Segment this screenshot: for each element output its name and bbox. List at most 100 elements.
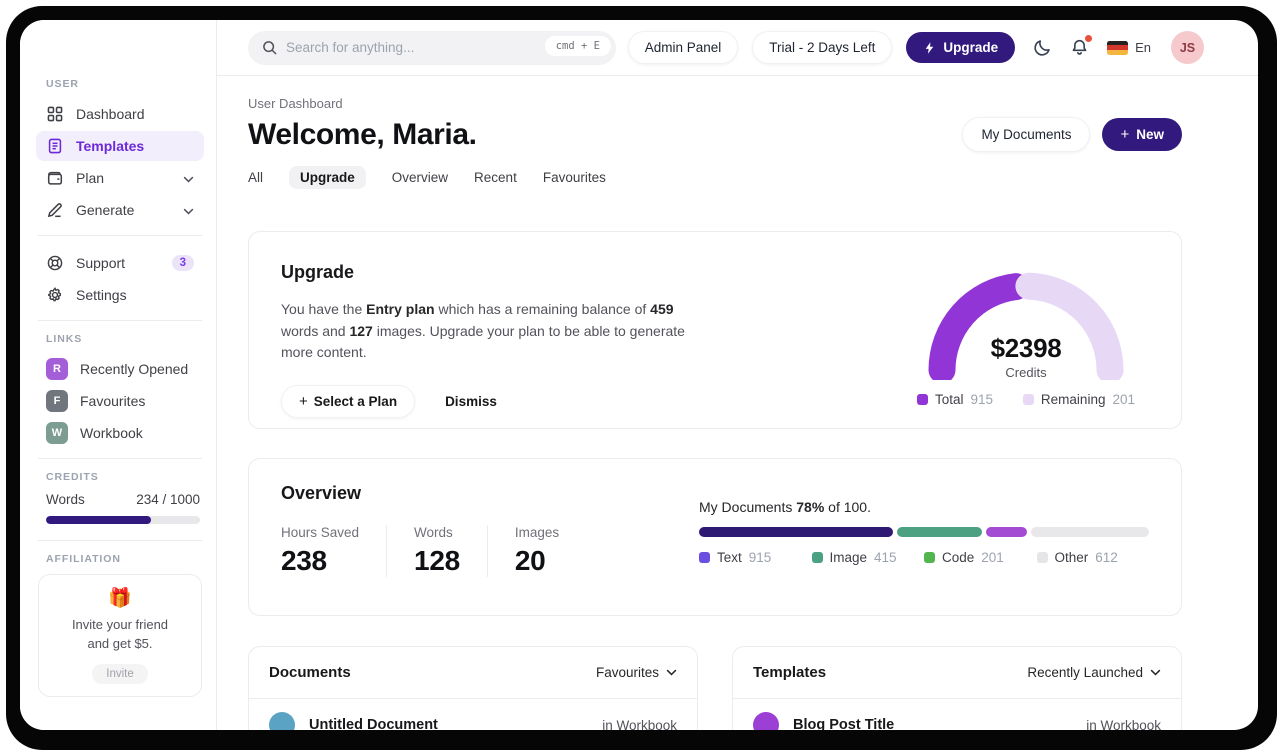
document-avatar [269, 712, 295, 730]
credits-gauge: $2398 Credits Total 915 Remaining [915, 262, 1137, 428]
tab-upgrade[interactable]: Upgrade [289, 166, 366, 189]
chevron-down-icon [183, 202, 194, 218]
words-balance: 459 [650, 301, 674, 317]
legend-item-total: Total 915 [917, 392, 993, 407]
legend-value: 201 [981, 550, 1004, 565]
sidebar-divider [38, 540, 202, 541]
app-window: USER Dashboard Templates Plan Generate S… [20, 20, 1258, 730]
credits-value: 234 / 1000 [136, 492, 200, 507]
plus-icon: + [1120, 126, 1130, 143]
sidebar-item-label: Dashboard [76, 106, 145, 122]
gear-icon [48, 287, 62, 302]
legend-label: Code [942, 550, 975, 565]
images-balance: 127 [349, 322, 373, 339]
gift-icon: 🎁 [108, 588, 132, 609]
plus-icon: + [299, 393, 308, 411]
template-row[interactable]: Blog Post Title in Workbook [733, 699, 1181, 730]
legend-value: 201 [1112, 392, 1135, 407]
select-plan-button[interactable]: + Select a Plan [281, 385, 416, 419]
main-area: cmd + E Admin Panel Trial - 2 Days Left … [217, 20, 1258, 730]
sidebar-item-label: Recently Opened [80, 361, 189, 377]
language-selector[interactable]: En [1107, 40, 1151, 55]
gauge-legend: Total 915 Remaining 201 [915, 392, 1137, 407]
body-text: words and [281, 322, 350, 339]
legend-value: 415 [874, 550, 897, 565]
lightning-icon [926, 41, 934, 54]
legend-label: Text [717, 550, 742, 565]
gauge-caption: Credits [1005, 365, 1047, 380]
topbar: cmd + E Admin Panel Trial - 2 Days Left … [217, 20, 1258, 76]
document-location: in Workbook [602, 717, 677, 731]
credits-progress-fill [46, 516, 151, 524]
legend-label: Image [829, 550, 868, 565]
sidebar-item-label: Templates [76, 138, 145, 154]
lifebuoy-icon [47, 255, 63, 271]
new-button-label: New [1136, 127, 1164, 142]
credits-section-label: CREDITS [46, 471, 99, 483]
progress-text: My Documents [699, 499, 797, 515]
progress-title: My Documents 78% of 100. [699, 499, 1149, 515]
affiliation-section-label: AFFILIATION [46, 553, 121, 565]
link-initial-badge: W [46, 422, 68, 444]
tab-overview[interactable]: Overview [391, 170, 449, 185]
bar-segment-other [1030, 527, 1149, 537]
bar-segment-code [986, 527, 1027, 537]
affiliation-card: 🎁 Invite your friend and get $5. Invite [38, 574, 202, 697]
legend-value: 612 [1095, 550, 1118, 565]
sidebar-item-support[interactable]: Support 3 [36, 248, 204, 278]
admin-panel-button[interactable]: Admin Panel [627, 31, 739, 64]
legend-swatch [699, 552, 710, 563]
documents-filter-dropdown[interactable]: Favourites [596, 665, 677, 680]
support-badge: 3 [171, 255, 194, 271]
page-content: User Dashboard Welcome, Maria. My Docume… [217, 76, 1258, 730]
gauge-chart [928, 272, 1124, 380]
my-documents-button[interactable]: My Documents [962, 117, 1091, 152]
affiliation-text: Invite your friend and get $5. [49, 616, 191, 654]
template-location: in Workbook [1086, 717, 1161, 731]
documents-filter-label: Favourites [595, 665, 659, 680]
sidebar-item-dashboard[interactable]: Dashboard [36, 99, 204, 129]
links-section-label: LINKS [46, 333, 83, 345]
sidebar-link-favourites[interactable]: F Favourites [36, 386, 204, 416]
documents-card: Documents Favourites Untitled Document i… [248, 646, 698, 730]
progress-text: of 100. [824, 499, 871, 515]
upgrade-card: Upgrade You have the Entry plan which ha… [248, 231, 1182, 429]
chevron-down-icon [666, 669, 677, 676]
sidebar-item-settings[interactable]: Settings [36, 280, 204, 310]
notifications-button[interactable] [1070, 35, 1093, 57]
dismiss-button[interactable]: Dismiss [445, 394, 497, 410]
sidebar-link-workbook[interactable]: W Workbook [36, 418, 204, 448]
legend-item-other: Other 612 [1036, 550, 1150, 565]
sidebar-item-label: Generate [76, 202, 135, 218]
trial-status-button[interactable]: Trial - 2 Days Left [752, 31, 893, 64]
stat-value: 20 [514, 545, 546, 576]
invite-button[interactable]: Invite [92, 663, 148, 684]
dark-mode-toggle[interactable] [1033, 38, 1052, 57]
language-label: En [1135, 40, 1151, 55]
user-avatar[interactable]: JS [1171, 31, 1204, 64]
sidebar-item-generate[interactable]: Generate [36, 195, 204, 225]
pencil-icon [47, 203, 62, 218]
sidebar-item-templates[interactable]: Templates [36, 131, 204, 161]
tab-favourites[interactable]: Favourites [542, 170, 606, 185]
new-button[interactable]: + New [1102, 118, 1182, 151]
sidebar-link-recently-opened[interactable]: R Recently Opened [36, 354, 204, 384]
legend-label: Total [935, 392, 964, 407]
sidebar-divider [38, 320, 202, 321]
tab-recent[interactable]: Recent [474, 170, 517, 185]
overview-card-title: Overview [281, 483, 362, 503]
sidebar-divider [38, 235, 202, 236]
upgrade-button[interactable]: Upgrade [906, 32, 1016, 63]
sidebar-item-plan[interactable]: Plan [36, 163, 204, 193]
document-row[interactable]: Untitled Document in Workbook [249, 699, 697, 730]
link-initial-badge: F [46, 390, 68, 412]
german-flag-icon [1107, 40, 1129, 55]
legend-label: Remaining [1040, 392, 1106, 407]
templates-filter-dropdown[interactable]: Recently Launched [1027, 665, 1161, 680]
tab-all[interactable]: All [248, 170, 264, 185]
keyboard-shortcut-chip: cmd + E [544, 35, 611, 56]
stat-value: 238 [281, 545, 327, 576]
sidebar-item-label: Favourites [80, 393, 146, 409]
sidebar-item-label: Plan [76, 170, 105, 186]
stat-words: Words 128 [386, 525, 487, 577]
